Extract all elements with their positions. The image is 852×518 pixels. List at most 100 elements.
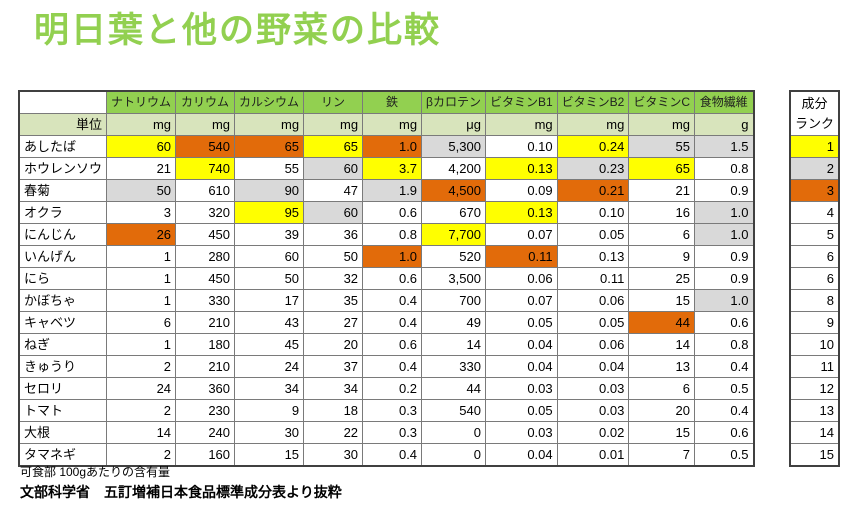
value-cell: 39 bbox=[234, 223, 305, 246]
vegetable-name: にんじん bbox=[18, 223, 108, 246]
value-cell: 32 bbox=[303, 267, 364, 290]
value-cell: 14 bbox=[106, 421, 177, 444]
value-cell: 16 bbox=[628, 201, 695, 224]
unit-cell: mg bbox=[484, 113, 558, 136]
value-cell: 210 bbox=[175, 311, 236, 334]
value-cell: 540 bbox=[421, 399, 486, 422]
table-row: タマネギ 2 160 15 30 0.4 0 0.04 0.01 7 0.5 bbox=[18, 443, 754, 467]
value-cell: 700 bbox=[421, 289, 486, 312]
value-cell: 4,200 bbox=[421, 157, 486, 180]
table-row: セロリ 24 360 34 34 0.2 44 0.03 0.03 6 0.5 bbox=[18, 377, 754, 400]
value-cell: 740 bbox=[175, 157, 236, 180]
value-cell: 0.4 bbox=[362, 443, 423, 467]
value-cell: 1.0 bbox=[694, 289, 754, 312]
rank-header: 成分 ランク bbox=[789, 90, 840, 136]
table-row: いんげん 1 280 60 50 1.0 520 0.11 0.13 9 0.9 bbox=[18, 245, 754, 268]
vegetable-name: トマト bbox=[18, 399, 108, 422]
value-cell: 65 bbox=[234, 135, 305, 158]
column-header-9: 食物繊維 bbox=[694, 90, 754, 114]
value-cell: 36 bbox=[303, 223, 364, 246]
value-cell: 0 bbox=[421, 443, 486, 467]
unit-cell: g bbox=[694, 113, 754, 136]
value-cell: 0.6 bbox=[694, 421, 754, 444]
value-cell: 0.03 bbox=[556, 399, 630, 422]
value-cell: 0.02 bbox=[556, 421, 630, 444]
value-cell: 3,500 bbox=[421, 267, 486, 290]
value-cell: 0.05 bbox=[484, 399, 558, 422]
footnote-source: 文部科学省 五訂増補日本食品標準成分表より抜粋 bbox=[20, 484, 342, 500]
vegetable-name: あしたば bbox=[18, 135, 108, 158]
table-row: オクラ 3 320 95 60 0.6 670 0.13 0.10 16 1.0 bbox=[18, 201, 754, 224]
rank-table: 成分 ランク 1 2 3 4 5 6 6 8 9 10 11 12 13 14 15 bbox=[789, 90, 841, 467]
value-cell: 0.07 bbox=[484, 289, 558, 312]
value-cell: 21 bbox=[628, 179, 695, 202]
value-cell: 20 bbox=[628, 399, 695, 422]
table-row: きゅうり 2 210 24 37 0.4 330 0.04 0.04 13 0.4 bbox=[18, 355, 754, 378]
value-cell: 360 bbox=[175, 377, 236, 400]
value-cell: 5,300 bbox=[421, 135, 486, 158]
value-cell: 6 bbox=[106, 311, 177, 334]
unit-cell: mg bbox=[628, 113, 695, 136]
value-cell: 44 bbox=[628, 311, 695, 334]
value-cell: 0.4 bbox=[362, 355, 423, 378]
value-cell: 3.7 bbox=[362, 157, 423, 180]
value-cell: 1.9 bbox=[362, 179, 423, 202]
value-cell: 0.13 bbox=[484, 201, 558, 224]
vegetable-name: 大根 bbox=[18, 421, 108, 444]
value-cell: 0.24 bbox=[556, 135, 630, 158]
value-cell: 1.0 bbox=[362, 135, 423, 158]
table-row: 大根 14 240 30 22 0.3 0 0.03 0.02 15 0.6 bbox=[18, 421, 754, 444]
value-cell: 180 bbox=[175, 333, 236, 356]
value-cell: 34 bbox=[303, 377, 364, 400]
rank-cell: 5 bbox=[789, 223, 840, 246]
value-cell: 25 bbox=[628, 267, 695, 290]
value-cell: 240 bbox=[175, 421, 236, 444]
value-cell: 450 bbox=[175, 267, 236, 290]
column-header-0: ナトリウム bbox=[106, 90, 177, 114]
unit-row-label: 単位 bbox=[18, 113, 108, 136]
value-cell: 0.3 bbox=[362, 399, 423, 422]
unit-cell: mg bbox=[234, 113, 305, 136]
vegetable-name: タマネギ bbox=[18, 443, 108, 467]
rank-cell: 6 bbox=[789, 245, 840, 268]
value-cell: 0.03 bbox=[484, 421, 558, 444]
value-cell: 30 bbox=[234, 421, 305, 444]
rank-cell: 8 bbox=[789, 289, 840, 312]
value-cell: 9 bbox=[628, 245, 695, 268]
value-cell: 34 bbox=[234, 377, 305, 400]
value-cell: 1.0 bbox=[362, 245, 423, 268]
column-header-3: リン bbox=[303, 90, 364, 114]
value-cell: 610 bbox=[175, 179, 236, 202]
value-cell: 0.09 bbox=[484, 179, 558, 202]
table-row: にら 1 450 50 32 0.6 3,500 0.06 0.11 25 0.9 bbox=[18, 267, 754, 290]
value-cell: 7,700 bbox=[421, 223, 486, 246]
value-cell: 0.03 bbox=[484, 377, 558, 400]
value-cell: 1.0 bbox=[694, 223, 754, 246]
value-cell: 50 bbox=[106, 179, 177, 202]
value-cell: 0.04 bbox=[556, 355, 630, 378]
value-cell: 330 bbox=[175, 289, 236, 312]
corner-cell bbox=[18, 90, 108, 114]
value-cell: 320 bbox=[175, 201, 236, 224]
value-cell: 0.9 bbox=[694, 267, 754, 290]
value-cell: 0.03 bbox=[556, 377, 630, 400]
nutrient-table: ナトリウム カリウム カルシウム リン鉄 βカロテン ビタミンB1 ビタミンB2 ビタミンC 食… bbox=[18, 90, 755, 467]
value-cell: 0.9 bbox=[694, 245, 754, 268]
value-cell: 6 bbox=[628, 377, 695, 400]
rank-cell: 2 bbox=[789, 157, 840, 180]
value-cell: 47 bbox=[303, 179, 364, 202]
unit-cell: mg bbox=[556, 113, 630, 136]
value-cell: 24 bbox=[106, 377, 177, 400]
value-cell: 55 bbox=[628, 135, 695, 158]
rank-cell: 13 bbox=[789, 399, 840, 422]
value-cell: 1 bbox=[106, 333, 177, 356]
unit-cell: mg bbox=[106, 113, 177, 136]
value-cell: 37 bbox=[303, 355, 364, 378]
value-cell: 13 bbox=[628, 355, 695, 378]
table-row: かぼちゃ 1 330 17 35 0.4 700 0.07 0.06 15 1.0 bbox=[18, 289, 754, 312]
table-row: ねぎ 1 180 45 20 0.6 14 0.04 0.06 14 0.8 bbox=[18, 333, 754, 356]
vegetable-name: セロリ bbox=[18, 377, 108, 400]
rank-cell: 1 bbox=[789, 135, 840, 158]
vegetable-name: キャベツ bbox=[18, 311, 108, 334]
value-cell: 0.9 bbox=[694, 179, 754, 202]
